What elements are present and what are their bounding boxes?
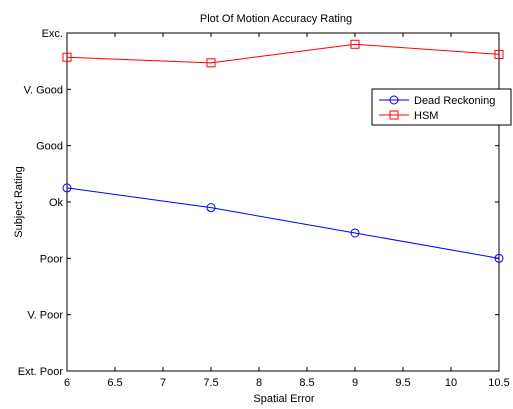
x-axis: 6 6.5 7 7.5 8 8.5 9 9.5 10 10.5 [64,33,510,389]
series-line [66,43,500,64]
data-point [494,49,504,59]
x-tick-label: 6 [64,377,70,389]
plot-area [66,32,500,372]
legend-marker [389,110,399,120]
data-point [350,39,360,49]
y-tick-label: Good [36,141,63,153]
y-tick-label: Poor [40,253,64,265]
legend-label: Dead Reckoning [414,95,495,107]
legend-marker [389,95,399,105]
x-tick-label: 7.5 [203,377,218,389]
series-line [66,187,500,259]
chart-title: Plot Of Motion Accuracy Rating [200,13,352,25]
data-point [62,183,72,193]
data-point [62,52,72,62]
series-dead-reckoning [62,183,504,263]
data-point [494,253,504,263]
y-tick-label: V. Good [24,84,63,96]
x-tick-label: 8.5 [299,377,314,389]
x-axis-label: Spatial Error [253,393,314,405]
data-point [206,203,216,213]
x-tick-label: 10.5 [488,377,509,389]
legend: Dead Reckoning HSM [371,88,512,126]
legend-entry: Dead Reckoning [379,95,495,107]
x-tick-label: 6.5 [107,377,122,389]
x-tick-label: 7 [160,377,166,389]
series-hsm [62,39,504,68]
y-axis-label: Subject Rating [13,166,25,238]
y-tick-label: V. Poor [27,310,63,322]
x-tick-label: 9 [352,377,358,389]
y-tick-label: Exc. [42,28,63,40]
legend-label: HSM [414,110,438,122]
x-tick-label: 10 [445,377,457,389]
data-point [206,58,216,68]
series-layer [62,39,504,263]
data-point [350,228,360,238]
y-axis: Ext. Poor V. Poor Poor Ok Good V. Good Exc. [18,28,499,378]
x-tick-label: 8 [256,377,262,389]
y-tick-label: Ok [49,197,64,209]
x-tick-label: 9.5 [395,377,410,389]
y-tick-label: Ext. Poor [18,366,64,378]
legend-entry: HSM [379,110,438,122]
